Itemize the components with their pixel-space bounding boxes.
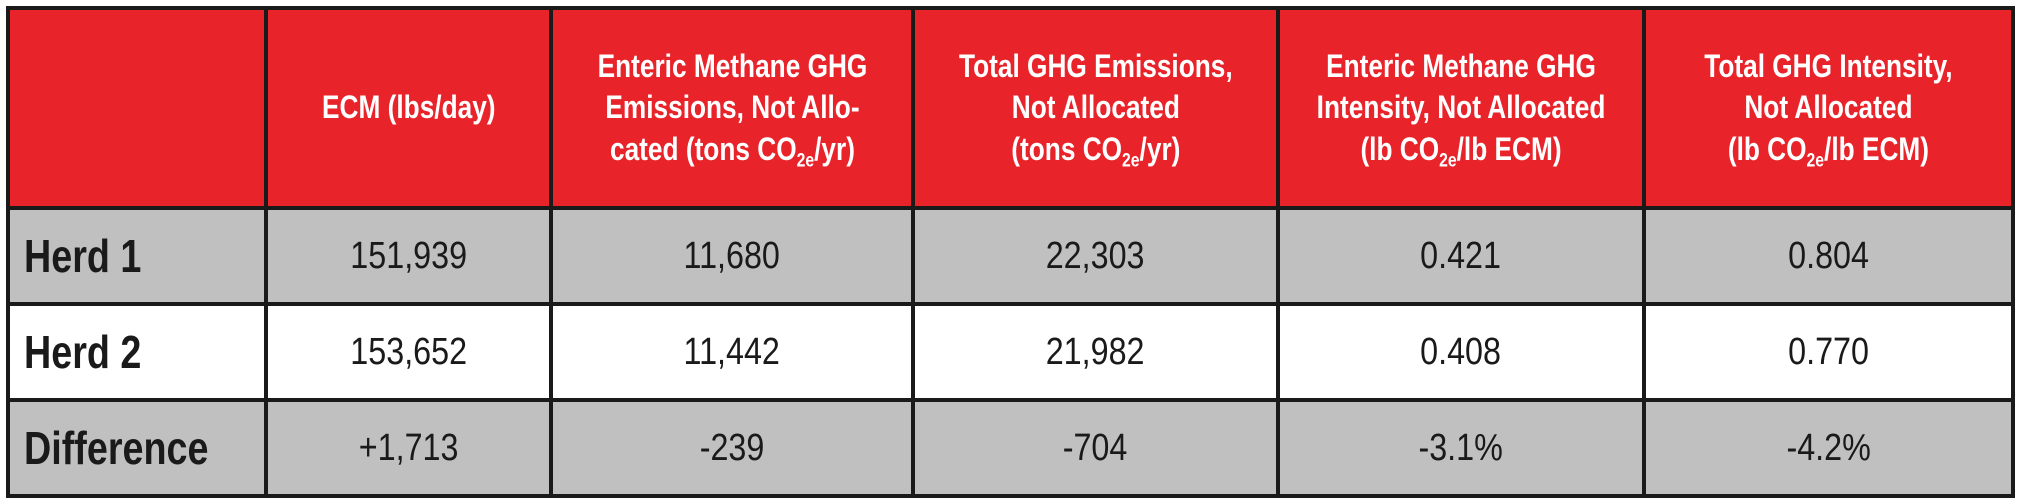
row-label: Herd 2 bbox=[6, 302, 268, 402]
header-total-emissions: Total GHG Emissions, Not Allocated (tons C… bbox=[911, 6, 1280, 210]
cell-value: 153,652 bbox=[350, 330, 467, 373]
cell-enteric-intensity: 0.408 bbox=[1276, 302, 1646, 402]
cell-value: 22,303 bbox=[1046, 234, 1145, 277]
cell-ecm: 151,939 bbox=[264, 206, 553, 306]
header-total-intensity-text: Total GHG Intensity, Not Allocated (lb CO2… bbox=[1704, 47, 1953, 172]
row-label-text: Difference bbox=[24, 422, 209, 474]
cell-value: 11,680 bbox=[683, 234, 781, 277]
cell-total-intensity: -4.2% bbox=[1642, 398, 2015, 498]
cell-value: 0.804 bbox=[1788, 234, 1869, 277]
cell-ecm: +1,713 bbox=[264, 398, 553, 498]
cell-value: -3.1% bbox=[1418, 426, 1504, 469]
header-enteric-emissions: Enteric Methane GHG Emissions, Not Allo-c… bbox=[549, 6, 915, 210]
cell-enteric-intensity: 0.421 bbox=[1276, 206, 1646, 306]
cell-total-emissions: -704 bbox=[911, 398, 1280, 498]
row-label-text: Herd 2 bbox=[24, 326, 142, 378]
cell-total-intensity: 0.770 bbox=[1642, 302, 2015, 402]
cell-value: -239 bbox=[699, 426, 765, 469]
table-row-herd-2: Herd 2 153,652 11,442 21,982 0.408 0.770 bbox=[6, 302, 2015, 402]
cell-enteric-emissions: 11,442 bbox=[549, 302, 915, 402]
cell-enteric-intensity: -3.1% bbox=[1276, 398, 1646, 498]
header-row: ECM (lbs/day) Enteric Methane GHG Emissio… bbox=[6, 6, 2015, 210]
cell-value: 0.770 bbox=[1788, 330, 1869, 373]
subscript-text: 2e bbox=[796, 150, 814, 172]
cell-total-intensity: 0.804 bbox=[1642, 206, 2015, 306]
row-label: Difference bbox=[6, 398, 268, 498]
cell-value: 151,939 bbox=[350, 234, 467, 277]
header-enteric-intensity: Enteric Methane GHG Intensity, Not Alloca… bbox=[1276, 6, 1646, 210]
cell-value: 0.408 bbox=[1420, 330, 1502, 373]
cell-enteric-emissions: 11,680 bbox=[549, 206, 915, 306]
table-row-herd-1: Herd 1 151,939 11,680 22,303 0.421 0.804 bbox=[6, 206, 2015, 306]
header-enteric-emissions-text: Enteric Methane GHG Emissions, Not Allo-c… bbox=[597, 47, 867, 172]
header-ecm-text: ECM (lbs/day) bbox=[321, 89, 496, 126]
cell-value: 0.421 bbox=[1420, 234, 1502, 277]
subscript-text: 2e bbox=[1439, 150, 1457, 172]
subscript-text: 2e bbox=[1806, 150, 1825, 172]
table-row-difference: Difference +1,713 -239 -704 -3.1% -4.2% bbox=[6, 398, 2015, 498]
header-enteric-intensity-text: Enteric Methane GHG Intensity, Not Alloca… bbox=[1316, 47, 1606, 172]
header-total-intensity: Total GHG Intensity, Not Allocated (lb CO2… bbox=[1642, 6, 2015, 210]
cell-value: 21,982 bbox=[1046, 330, 1145, 373]
cell-value: 11,442 bbox=[683, 330, 781, 373]
row-label: Herd 1 bbox=[6, 206, 268, 306]
header-ecm: ECM (lbs/day) bbox=[264, 6, 553, 210]
cell-ecm: 153,652 bbox=[264, 302, 553, 402]
cell-enteric-emissions: -239 bbox=[549, 398, 915, 498]
subscript-text: 2e bbox=[1121, 150, 1140, 172]
cell-total-emissions: 22,303 bbox=[911, 206, 1280, 306]
cell-total-emissions: 21,982 bbox=[911, 302, 1280, 402]
emissions-table: ECM (lbs/day) Enteric Methane GHG Emissio… bbox=[6, 6, 2015, 498]
cell-value: -4.2% bbox=[1786, 426, 1871, 469]
header-total-emissions-text: Total GHG Emissions, Not Allocated (tons C… bbox=[958, 47, 1233, 172]
cell-value: +1,713 bbox=[358, 426, 459, 469]
header-corner bbox=[6, 6, 268, 210]
cell-value: -704 bbox=[1063, 426, 1128, 469]
row-label-text: Herd 1 bbox=[24, 230, 142, 282]
